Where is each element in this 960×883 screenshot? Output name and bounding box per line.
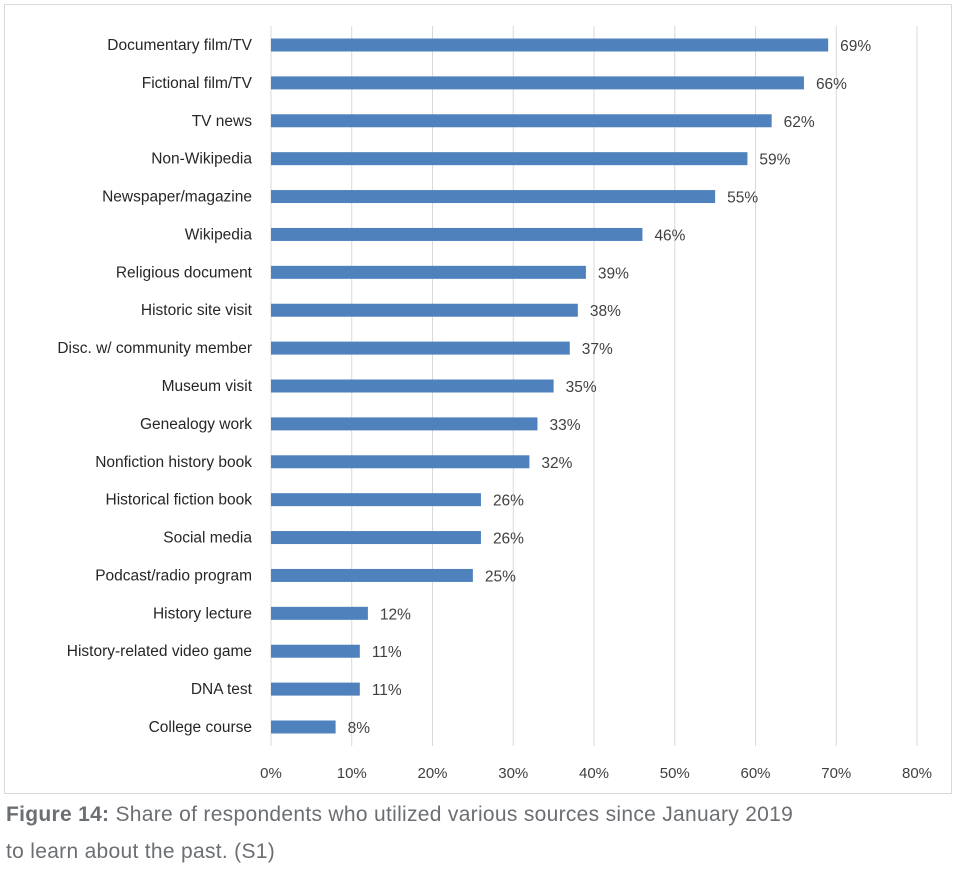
bar [271,152,748,166]
category-label: TV news [192,113,253,130]
data-label: 33% [549,417,580,434]
category-label: Non-Wikipedia [151,151,252,168]
data-label: 25% [485,568,516,585]
category-label: Museum visit [162,378,253,395]
data-label: 62% [784,114,815,131]
category-label: Nonfiction history book [95,454,252,471]
bar-chart: 0% 10% 20% 30% 40% 50% 60% 70% 80% Documentary fi… [57,26,932,782]
data-label: 26% [493,493,524,510]
data-label: 69% [840,38,871,55]
chart-frame [4,4,952,794]
data-label: 32% [541,455,572,472]
x-tick-label: 70% [821,765,851,782]
data-label: 11% [372,644,402,661]
bar [271,227,643,241]
bar [271,682,360,696]
category-label: Genealogy work [140,416,252,433]
x-tick-label: 60% [740,765,770,782]
category-label: Podcast/radio program [95,567,252,584]
category-label: History lecture [153,605,252,622]
x-tick-label: 40% [579,765,609,782]
category-label: Newspaper/magazine [102,189,252,206]
x-tick-label: 80% [902,765,932,782]
bar [271,114,772,128]
category-label: Social media [163,530,252,547]
data-label: 55% [727,190,758,207]
data-label: 39% [598,265,629,282]
category-label: Disc. w/ community member [57,340,252,357]
category-label: Historic site visit [141,302,253,319]
x-tick-label: 10% [337,765,367,782]
bar [271,531,481,545]
category-label: Fictional film/TV [142,75,253,92]
x-tick-label: 50% [660,765,690,782]
category-label: Religious document [116,264,253,281]
bar [271,606,368,620]
category-label: History-related video game [67,643,252,660]
data-label: 35% [566,379,597,396]
data-label: 66% [816,76,847,93]
category-label: Historical fiction book [106,492,253,509]
data-label: 38% [590,303,621,320]
bar [271,379,554,393]
bar [271,265,586,279]
x-tick-label: 20% [417,765,447,782]
caption-text: Share of respondents who utilized variou… [109,803,794,826]
bar [271,417,538,431]
figure-label: Figure 14: [6,803,110,826]
bar [271,568,473,582]
bar [271,341,570,355]
bar [271,720,336,734]
x-tick-label: 30% [498,765,528,782]
bar [271,38,829,52]
data-label: 46% [654,227,685,244]
data-label: 8% [348,720,371,737]
bar [271,455,530,469]
category-label: Wikipedia [185,226,253,243]
data-label: 59% [759,152,790,169]
bar [271,644,360,658]
figure-caption-line2: to learn about the past. (S1) [6,840,276,863]
data-label: 26% [493,531,524,548]
bar [271,303,578,317]
bar [271,190,716,204]
bar [271,76,804,90]
category-label: DNA test [191,681,253,698]
category-label: Documentary film/TV [107,37,252,54]
figure-caption-line1: Figure 14: Share of respondents who util… [6,803,793,827]
category-label: College course [149,719,252,736]
data-label: 11% [372,682,402,699]
data-label: 37% [582,341,613,358]
x-tick-label: 0% [260,765,282,782]
data-label: 12% [380,606,411,623]
bar [271,493,481,507]
